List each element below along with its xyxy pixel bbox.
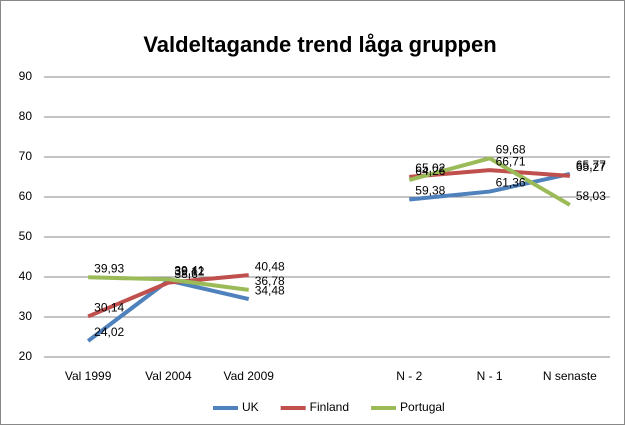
data-label: 36,78 [255, 274, 285, 288]
y-tick-label: 60 [19, 189, 33, 203]
data-label: 38,6 [174, 267, 198, 281]
data-label: 69,68 [496, 142, 526, 156]
data-label: 61,36 [496, 176, 526, 190]
data-label: 65,02 [415, 161, 445, 175]
data-label: 59,38 [415, 184, 445, 198]
y-tick-label: 70 [19, 149, 33, 163]
legend-label: Portugal [400, 400, 445, 414]
data-label: 65,77 [576, 158, 606, 172]
x-tick-label: N - 2 [396, 369, 422, 383]
x-tick-label: Vad 2009 [223, 369, 274, 383]
data-label: 58,03 [576, 189, 606, 203]
data-label: 65,27 [576, 160, 606, 174]
legend-label: Finland [310, 400, 349, 414]
data-label: 64,26 [415, 164, 445, 178]
x-tick-label: Val 1999 [65, 369, 112, 383]
y-tick-label: 50 [19, 229, 33, 243]
y-tick-label: 20 [19, 349, 33, 363]
data-label: 66,71 [496, 154, 526, 168]
y-tick-label: 90 [19, 69, 33, 83]
data-label: 34,48 [255, 283, 285, 297]
legend-label: UK [242, 400, 259, 414]
chart-title: Valdeltagande trend låga gruppen [143, 32, 496, 57]
x-tick-label: N senaste [543, 369, 597, 383]
data-label: 39,12 [174, 265, 204, 279]
x-tick-label: Val 2004 [145, 369, 192, 383]
y-tick-label: 80 [19, 109, 33, 123]
y-tick-label: 30 [19, 309, 33, 323]
data-label: 40,48 [255, 259, 285, 273]
series-line [88, 156, 571, 292]
data-label: 39,41 [174, 264, 204, 278]
y-tick-label: 40 [19, 269, 33, 283]
data-label: 30,14 [94, 301, 124, 315]
data-label: 24,02 [94, 325, 124, 339]
data-label: 39,93 [94, 261, 124, 275]
x-tick-label: N - 1 [477, 369, 503, 383]
